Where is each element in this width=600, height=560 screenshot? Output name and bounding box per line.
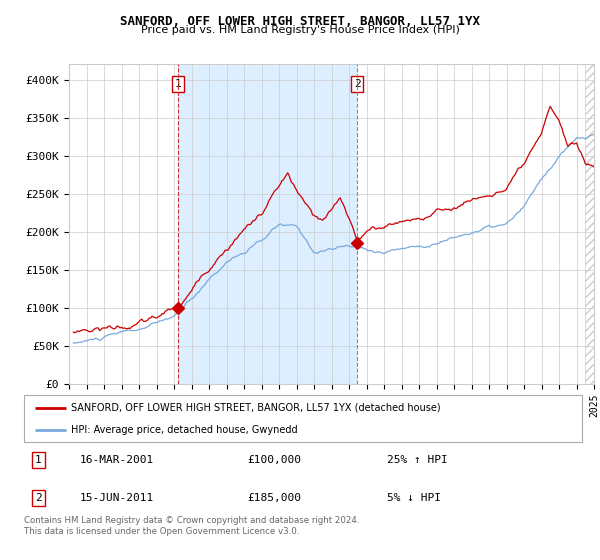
- Text: 1: 1: [35, 455, 42, 465]
- Text: Contains HM Land Registry data © Crown copyright and database right 2024.
This d: Contains HM Land Registry data © Crown c…: [24, 516, 359, 536]
- Text: SANFORD, OFF LOWER HIGH STREET, BANGOR, LL57 1YX: SANFORD, OFF LOWER HIGH STREET, BANGOR, …: [120, 15, 480, 27]
- Bar: [585, 64, 600, 384]
- Text: Price paid vs. HM Land Registry's House Price Index (HPI): Price paid vs. HM Land Registry's House …: [140, 25, 460, 35]
- Text: HPI: Average price, detached house, Gwynedd: HPI: Average price, detached house, Gwyn…: [71, 424, 298, 435]
- Text: 15-JUN-2011: 15-JUN-2011: [80, 493, 154, 503]
- FancyBboxPatch shape: [24, 395, 582, 442]
- Text: £185,000: £185,000: [247, 493, 301, 503]
- Text: 2: 2: [353, 79, 361, 89]
- Bar: [178, 64, 357, 384]
- Text: 16-MAR-2001: 16-MAR-2001: [80, 455, 154, 465]
- Text: 1: 1: [175, 79, 181, 89]
- Text: 25% ↑ HPI: 25% ↑ HPI: [387, 455, 448, 465]
- Text: £100,000: £100,000: [247, 455, 301, 465]
- Text: 5% ↓ HPI: 5% ↓ HPI: [387, 493, 440, 503]
- Text: 2: 2: [35, 493, 42, 503]
- Text: SANFORD, OFF LOWER HIGH STREET, BANGOR, LL57 1YX (detached house): SANFORD, OFF LOWER HIGH STREET, BANGOR, …: [71, 403, 441, 413]
